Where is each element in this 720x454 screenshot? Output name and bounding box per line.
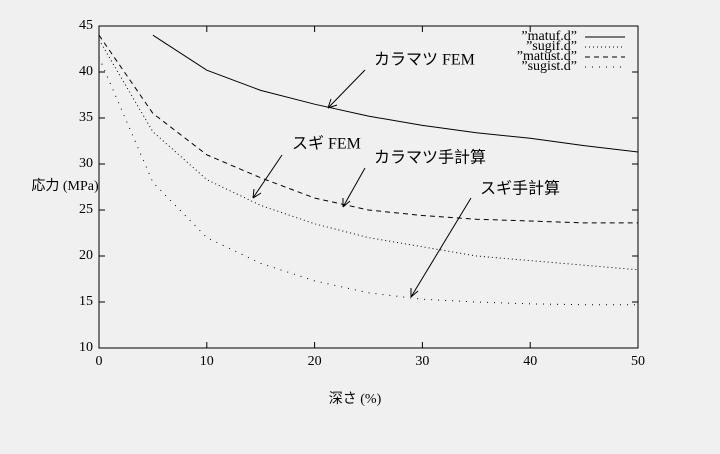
x-axis-label: 深さ (%) [329,391,382,407]
y-tick-label: 30 [79,156,93,171]
annotation-arrows [252,69,472,298]
x-tick-label: 30 [415,354,429,369]
y-tick-label: 20 [79,248,93,263]
series-line [152,34,639,153]
plot-frame [98,25,639,349]
x-tick-label: 10 [200,354,214,369]
legend-label: ”matust.d” [517,49,577,64]
annotation: スギ FEM [292,135,361,153]
x-tick-label: 50 [631,354,645,369]
x-tick-label: 40 [523,354,537,369]
series-line [98,34,638,224]
legend-label: ”sugif.d” [526,39,577,54]
series-line [98,57,638,306]
y-tick-label: 40 [79,64,93,79]
y-tick-label: 25 [79,202,93,217]
annotation: カラマツ手計算 [374,148,486,167]
y-tick-label: 45 [79,18,93,33]
legend-label: ”matuf.d” [521,29,577,44]
y-axis-label: 応力 (MPa) [31,178,99,194]
annotation: スギ手計算 [480,179,560,198]
legend-label: ”sugist.d” [521,59,577,74]
annotation: カラマツ FEM [374,52,475,69]
y-tick-label: 35 [79,110,93,125]
y-tick-label: 10 [79,340,93,355]
series-line [98,39,639,271]
y-tick-label: 15 [79,294,93,309]
x-tick-label: 20 [308,354,322,369]
x-tick-label: 0 [96,354,103,369]
